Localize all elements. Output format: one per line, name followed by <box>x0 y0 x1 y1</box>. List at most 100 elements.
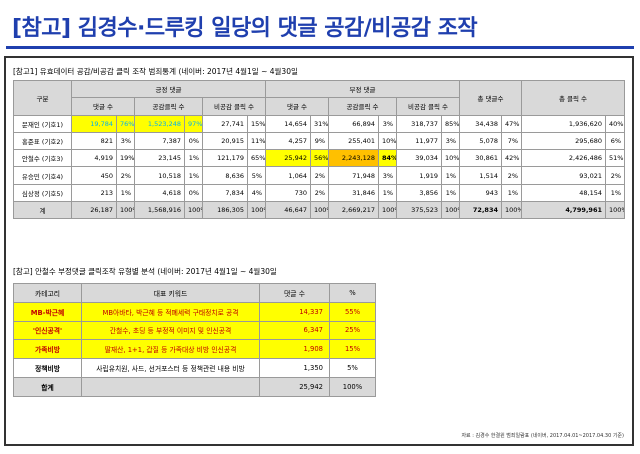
table-total-row: 합계 25,942 100% <box>13 376 376 397</box>
table-cell: 1% <box>184 166 203 185</box>
table-cell: 47% <box>501 114 522 133</box>
table-cell: 1,936,620 <box>521 114 606 133</box>
table-cell: 1% <box>441 166 460 185</box>
table-row: 정책비방 사립유치원, 사드, 선거포스터 등 정책관련 내용 비방 1,350… <box>13 358 376 378</box>
table-cell: 730 <box>265 183 311 203</box>
table-cell: 2,426,486 <box>521 149 606 168</box>
table-cell: 450 <box>71 166 117 185</box>
table-cell: 97% <box>184 114 203 133</box>
table-cell: 84% <box>378 149 397 168</box>
content-panel: [참고1] 유효데이터 공감/비공감 클릭 조작 범죄통계 (네이버: 2017… <box>4 56 634 446</box>
table-cell: 1% <box>501 183 522 203</box>
table-cell: 2% <box>501 166 522 185</box>
table-cell: 821 <box>71 131 117 151</box>
header-category: 구분 <box>13 80 72 116</box>
table-cell: 72,834 <box>459 201 502 220</box>
table-cell: 100% <box>605 201 625 220</box>
table-cell: 26,187 <box>71 201 117 220</box>
table-cell: 1% <box>184 149 203 168</box>
keyword-cell: 사립유치원, 사드, 선거포스터 등 정책관련 내용 비방 <box>81 358 260 378</box>
table-cell: 56% <box>310 149 329 168</box>
table-cell: 255,401 <box>328 131 379 151</box>
table-cell: 1% <box>441 183 460 203</box>
table-cell: 15% <box>247 114 266 133</box>
table-cell: 6% <box>605 131 625 151</box>
header-positive-group: 긍정 댓글 <box>71 79 266 99</box>
table-cell: 1% <box>605 183 625 203</box>
table-cell: 11,977 <box>396 131 442 151</box>
keyword-cell: MB아바타, 박근혜 등 적폐세력 구태정치로 공격 <box>81 301 260 322</box>
table-cell: 39,034 <box>396 149 442 168</box>
row-label: 안철수 (기호3) <box>13 149 72 168</box>
table-cell: 2% <box>310 166 329 185</box>
header-category: 카테고리 <box>13 283 82 303</box>
table-cell: 100% <box>247 201 266 220</box>
header-negative-group: 부정 댓글 <box>265 79 460 99</box>
table-cell: 46,647 <box>265 201 311 220</box>
table-cell: 4% <box>247 183 266 203</box>
table-cell: 34,438 <box>459 114 502 133</box>
table-cell: 93,021 <box>521 166 606 185</box>
table-row: 안철수 (기호3) 4,919 19% 23,145 1% 121,179 65… <box>13 149 625 168</box>
table-row: 심상정 (기호5) 213 1% 4,618 0% 7,834 4% 730 2… <box>13 183 625 203</box>
table-cell: 14,654 <box>265 114 311 133</box>
row-label: 문재인 (기호1) <box>13 114 72 133</box>
table-cell: 3% <box>441 131 460 151</box>
table1-caption: [참고1] 유효데이터 공감/비공감 클릭 조작 범죄통계 (네이버: 2017… <box>13 67 298 76</box>
percent-cell: 15% <box>329 339 376 360</box>
table-cell: 186,305 <box>202 201 248 220</box>
table-cell: 25,942 <box>265 149 311 168</box>
header-total-comments: 총 댓글수 <box>459 80 522 116</box>
count-cell: 25,942 <box>259 376 330 397</box>
table-cell: 10% <box>378 131 397 151</box>
table-cell: 0% <box>184 183 203 203</box>
header-percent: % <box>329 283 376 303</box>
percent-cell: 100% <box>329 376 376 397</box>
table-cell: 2,669,217 <box>328 201 379 220</box>
table-cell: 48,154 <box>521 183 606 203</box>
row-label: 유승민 (기호4) <box>13 166 72 185</box>
table-cell: 295,680 <box>521 131 606 151</box>
table-cell: 4,799,961 <box>521 201 606 220</box>
count-cell: 1,350 <box>259 358 330 378</box>
table-cell: 5% <box>247 166 266 185</box>
row-label: 심상정 (기호5) <box>13 183 72 203</box>
table-cell: 2,243,128 <box>328 149 379 168</box>
table-cell: 31% <box>310 114 329 133</box>
table-cell: 100% <box>378 201 397 220</box>
page-title: [참고] 김경수·드루킹 일당의 댓글 공감/비공감 조작 <box>12 16 478 41</box>
table-cell: 9% <box>310 131 329 151</box>
count-cell: 14,337 <box>259 301 330 322</box>
keyword-cell: 간철수, 초딩 등 부정적 이미지 및 인신공격 <box>81 320 260 341</box>
source-note: 자료 : 김경수 한결윈 범죄일람표 (네이버, 2017.04.01~2017… <box>461 433 624 439</box>
table-cell: 100% <box>441 201 460 220</box>
table-cell: 4,257 <box>265 131 311 151</box>
table-cell: 3% <box>378 114 397 133</box>
keyword-cell: 딸재산, 1+1, 갑질 등 가족대상 비방 인신공격 <box>81 339 260 360</box>
table-cell: 4,919 <box>71 149 117 168</box>
table-cell: 19,784 <box>71 114 117 133</box>
table2-caption: [참고] 안철수 부정댓글 클릭조작 유형별 분석 (네이버: 2017년 4월… <box>13 267 277 276</box>
table-cell: 4,618 <box>134 183 185 203</box>
table-cell: 318,737 <box>396 114 442 133</box>
table-cell: 8,636 <box>202 166 248 185</box>
table-cell: 85% <box>441 114 460 133</box>
title-divider <box>6 46 634 49</box>
table-cell: 11% <box>247 131 266 151</box>
table-row: '인신공격' 간철수, 초딩 등 부정적 이미지 및 인신공격 6,347 25… <box>13 320 376 341</box>
table-cell: 1,064 <box>265 166 311 185</box>
table-cell: 20,915 <box>202 131 248 151</box>
table-cell: 2% <box>605 166 625 185</box>
table-cell: 1,568,916 <box>134 201 185 220</box>
category-table: 카테고리 대표 키워드 댓글 수 % MB-박근혜 MB아바타, 박근혜 등 적… <box>13 283 376 397</box>
row-label: 계 <box>13 201 72 220</box>
title-bar: [참고] 김경수·드루킹 일당의 댓글 공감/비공감 조작 <box>0 0 640 52</box>
table-cell: 42% <box>501 149 522 168</box>
table-cell: 1% <box>116 183 135 203</box>
header-pos-like: 공감클릭 수 <box>134 97 203 116</box>
count-cell: 6,347 <box>259 320 330 341</box>
percent-cell: 25% <box>329 320 376 341</box>
table-row: MB-박근혜 MB아바타, 박근혜 등 적폐세력 구태정치로 공격 14,337… <box>13 301 376 322</box>
table-cell: 121,179 <box>202 149 248 168</box>
header-pos-dislike: 비공감 클릭 수 <box>202 97 266 116</box>
